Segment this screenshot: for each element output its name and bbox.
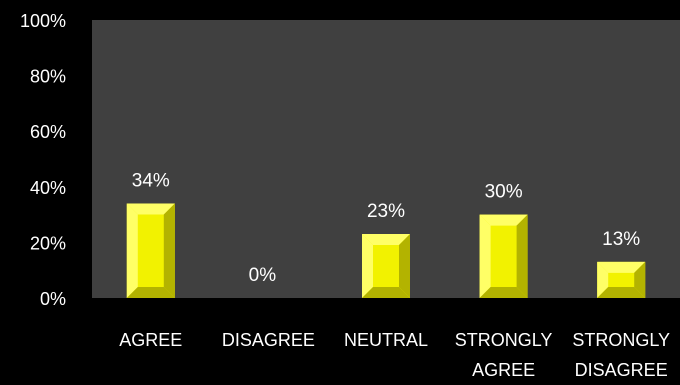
x-tick-label: STRONGLY DISAGREE xyxy=(572,330,670,380)
data-label: 30% xyxy=(485,182,523,203)
bar-bevel-left xyxy=(126,203,138,298)
y-tick-label: 20% xyxy=(30,233,66,253)
y-tick-label: 60% xyxy=(30,122,66,142)
y-tick-label: 100% xyxy=(20,11,66,31)
bar-bevel-right xyxy=(399,234,410,298)
bar-bevel-bottom xyxy=(362,287,410,298)
data-label: 23% xyxy=(367,201,405,222)
x-tick-label: STRONGLY AGREE xyxy=(455,330,553,380)
data-labels: 34% 0% 23% 30% 13% xyxy=(132,170,641,286)
bar-bevel-left xyxy=(479,214,491,298)
data-label: 13% xyxy=(602,229,640,250)
bar-bevel-bottom xyxy=(597,287,646,298)
bar-bevel-bottom xyxy=(479,287,528,298)
bar-bevel-left xyxy=(362,234,373,298)
x-tick-label: AGREE xyxy=(119,330,182,350)
bar-bevel-top xyxy=(597,261,646,273)
y-tick-label: 80% xyxy=(30,67,66,87)
bars xyxy=(126,203,646,298)
y-tick-label: 40% xyxy=(30,178,66,198)
bar xyxy=(479,214,528,298)
bar-bevel-top xyxy=(479,214,528,226)
x-axis: AGREE DISAGREE NEUTRAL STRONGLY AGREE STRONGL… xyxy=(119,330,670,380)
bar xyxy=(362,234,410,298)
bar-bevel-left xyxy=(597,261,609,298)
bar xyxy=(126,203,175,298)
data-label: 0% xyxy=(249,265,277,286)
x-tick-label: DISAGREE xyxy=(222,330,315,350)
y-axis: 0% 20% 40% 60% 80% 100% xyxy=(20,11,66,309)
data-label: 34% xyxy=(132,170,170,191)
x-tick-label: NEUTRAL xyxy=(344,330,428,350)
bar xyxy=(597,261,646,298)
bar-bevel-top xyxy=(126,203,175,215)
bar-bevel-right xyxy=(634,261,646,298)
bar-bevel-bottom xyxy=(126,287,175,298)
bar-bevel-right xyxy=(163,203,175,298)
y-tick-label: 0% xyxy=(40,289,66,309)
bar-bevel-top xyxy=(362,234,410,246)
bar-bevel-right xyxy=(516,214,528,298)
